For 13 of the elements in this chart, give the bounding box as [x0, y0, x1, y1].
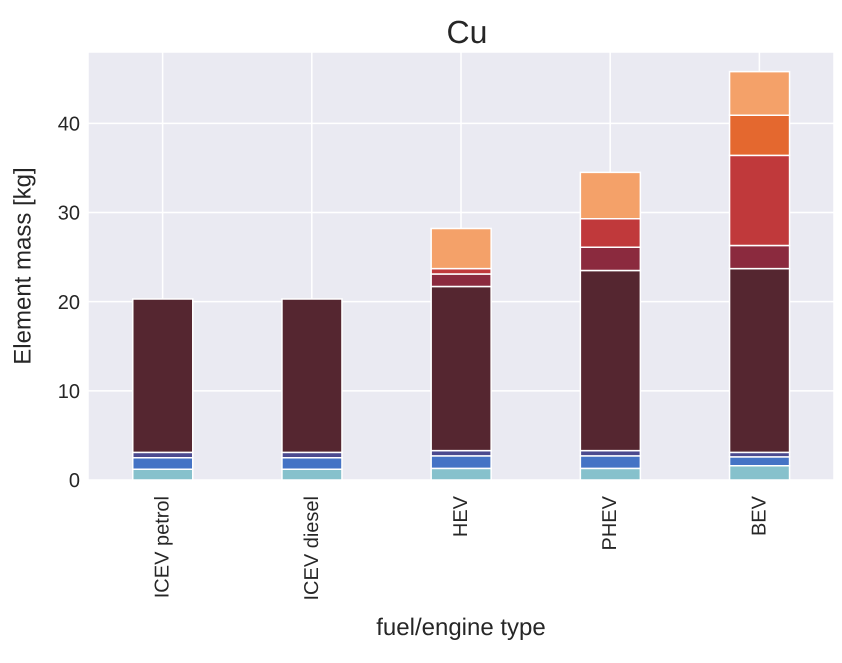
x-axis-title: fuel/engine type	[376, 614, 546, 641]
y-tick-label: 20	[58, 292, 80, 314]
y-axis-title: Element mass [kg]	[10, 167, 37, 365]
x-tick-label: PHEV	[599, 495, 622, 550]
chart-title: Cu	[446, 14, 488, 51]
x-tick-label: HEV	[450, 495, 472, 538]
y-tick-label: 40	[58, 113, 80, 136]
y-tick-label: 30	[58, 202, 80, 225]
y-tick-label: 10	[58, 380, 80, 403]
y-tick-label: 0	[68, 470, 80, 492]
x-tick-label: ICEV petrol	[152, 496, 174, 598]
x-tick-label: BEV	[748, 495, 770, 536]
x-tick-label: ICEV diesel	[300, 496, 323, 600]
